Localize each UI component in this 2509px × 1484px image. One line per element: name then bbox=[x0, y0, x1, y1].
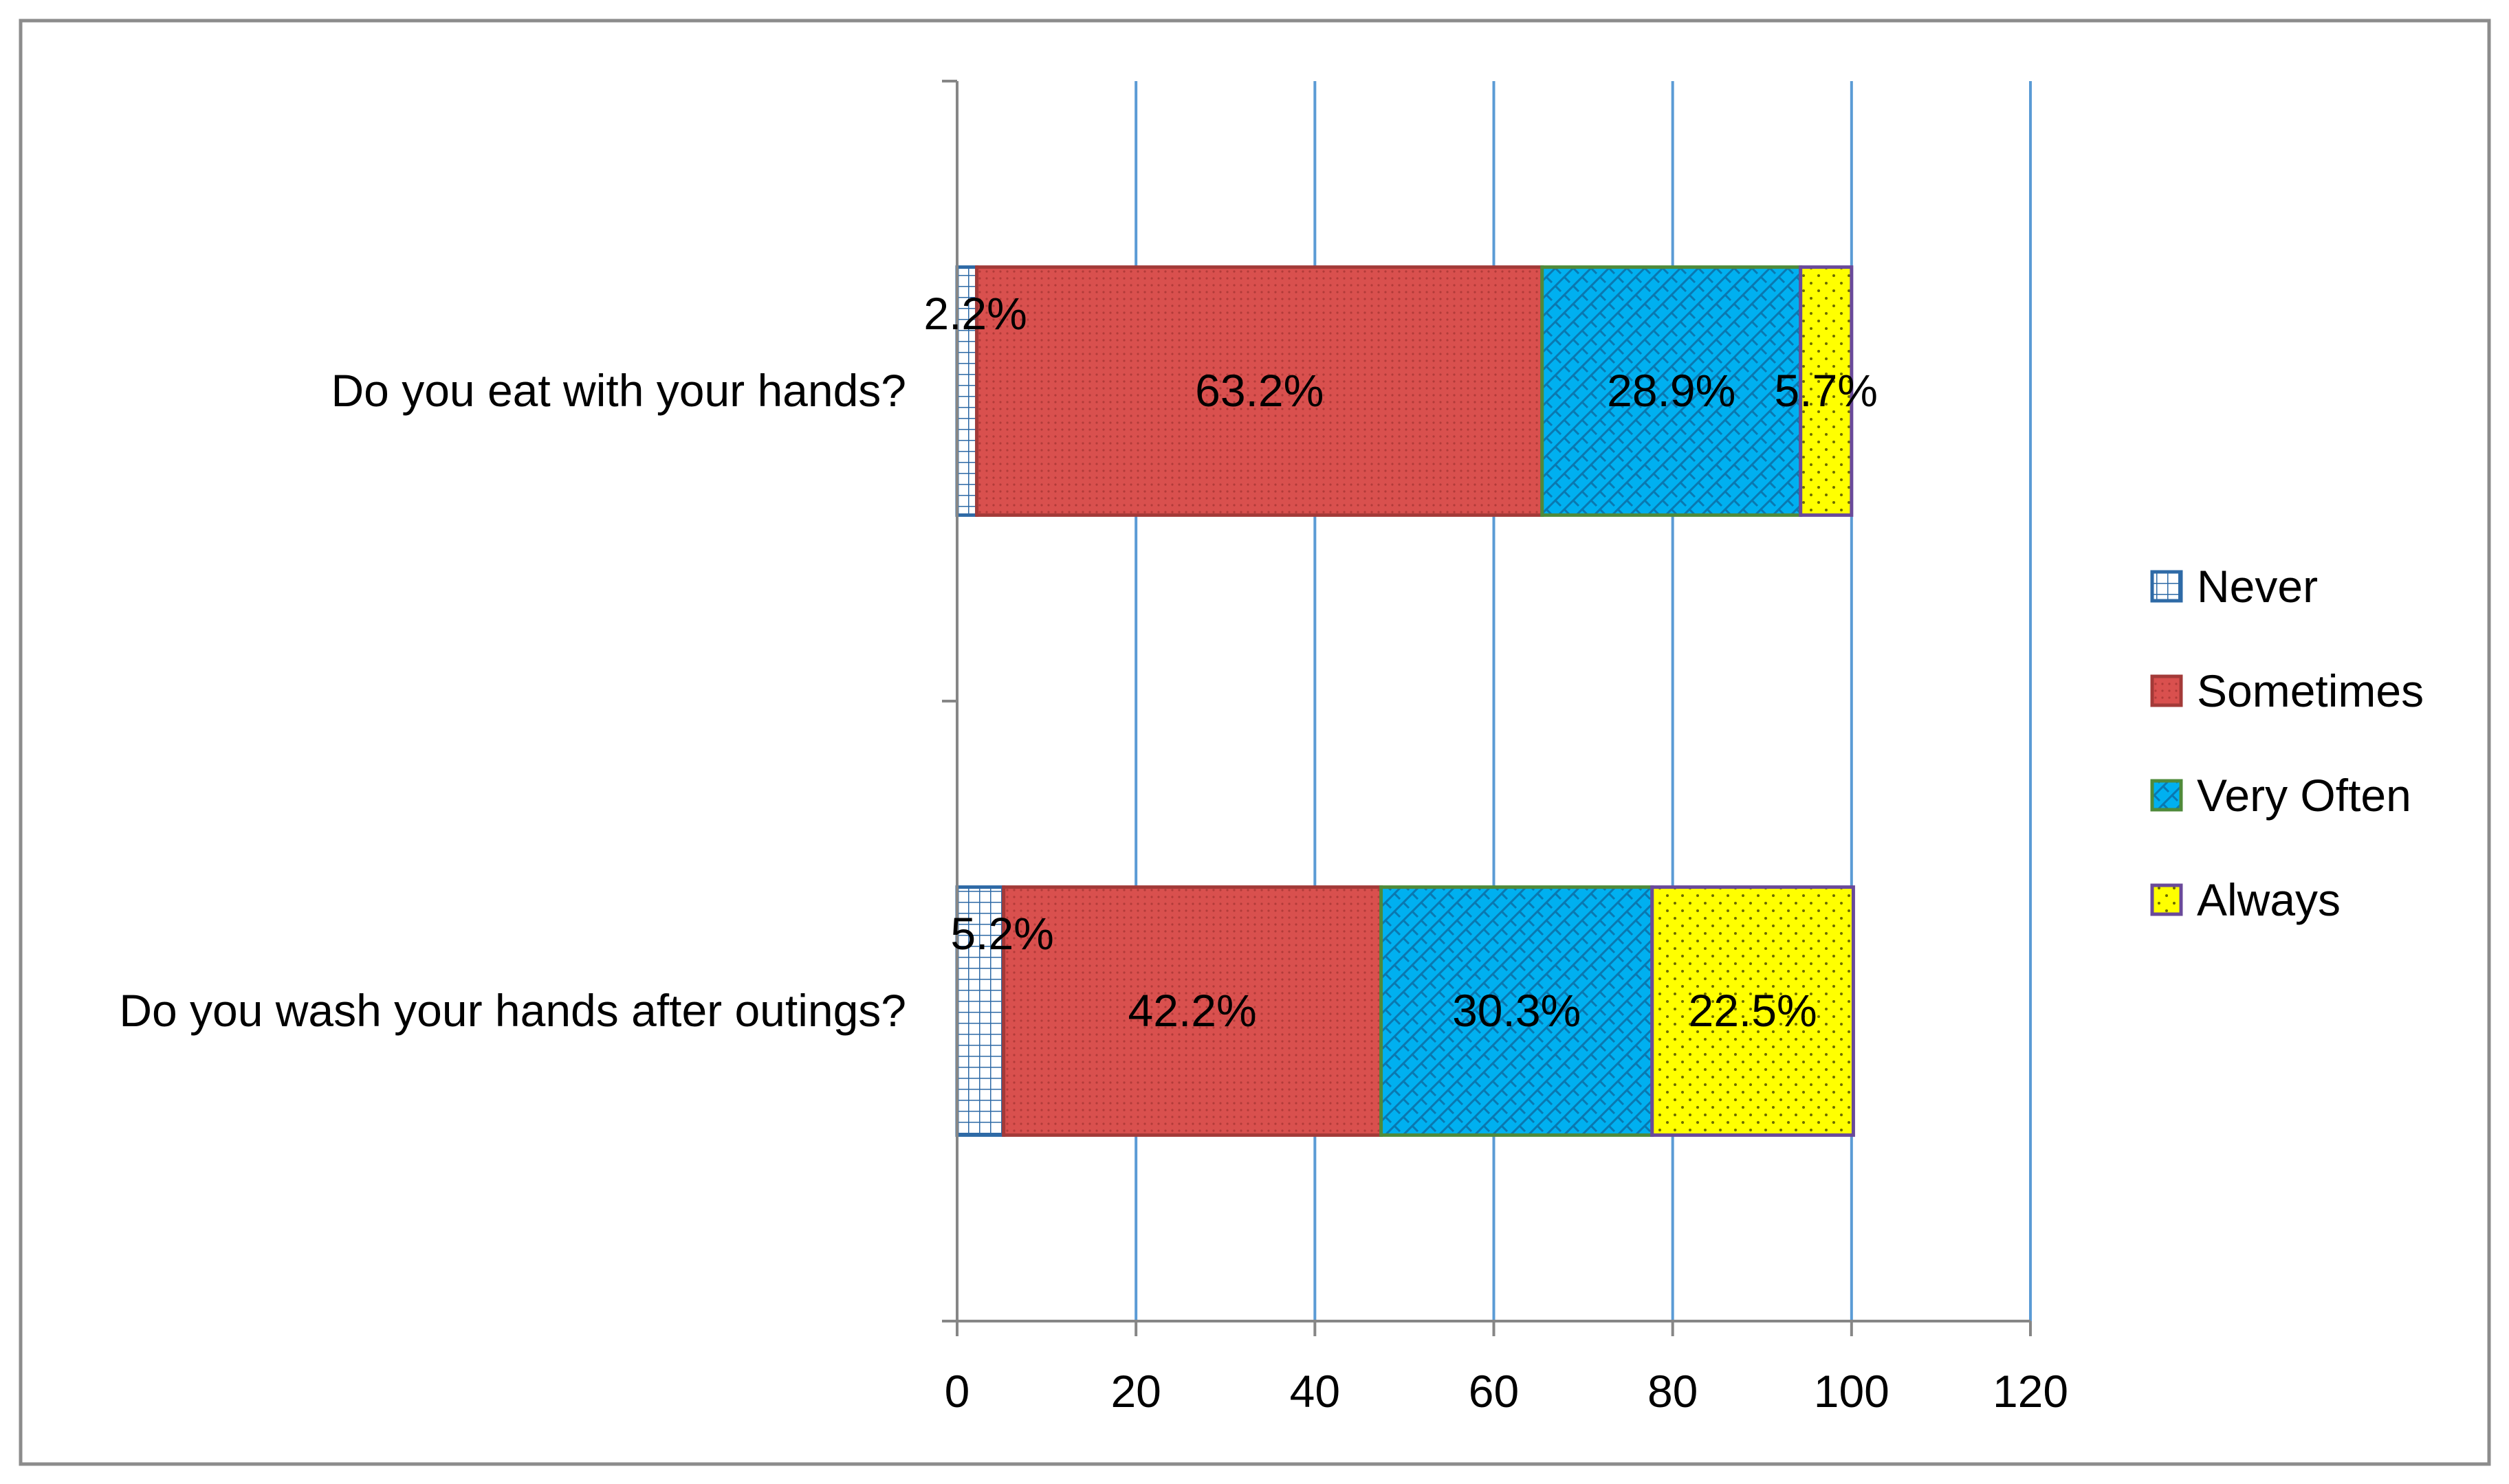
legend-label-very-often: Very Often bbox=[2197, 770, 2411, 821]
legend-label-never: Never bbox=[2197, 561, 2318, 612]
legend-label-always: Always bbox=[2197, 874, 2341, 925]
x-tick-label-0: 0 bbox=[945, 1366, 970, 1417]
x-tick-label-80: 80 bbox=[1647, 1366, 1698, 1417]
legend-swatch-never bbox=[2150, 570, 2183, 603]
data-labels: 5.2% 42.2% 30.3% 22.5% 2.2% 63.2% 28.9% 5.7% bbox=[923, 288, 1878, 1036]
category-labels: Do you wash your hands after outings? Do … bbox=[119, 365, 906, 1036]
category-label-do-you-wash-your-hands-after-outings: Do you wash your hands after outings? bbox=[119, 985, 906, 1036]
x-tick-labels: 0 20 40 60 80 100 120 bbox=[945, 1366, 2068, 1417]
bar-always-do-you-wash-your-hands-after-outings bbox=[1650, 885, 1855, 1137]
chart-frame bbox=[19, 19, 2491, 1466]
bar-never-do-you-wash-your-hands-after-outings bbox=[955, 885, 1006, 1137]
bar-very-often-do-you-eat-with-your-hands bbox=[1540, 265, 1803, 517]
x-tick-label-120: 120 bbox=[1993, 1366, 2068, 1417]
x-tick-label-60: 60 bbox=[1469, 1366, 1519, 1417]
bars bbox=[955, 265, 1855, 1137]
axes bbox=[942, 80, 2032, 1336]
data-label-very-often-do-you-wash-your-hands-after-outings: 30.3% bbox=[1452, 985, 1581, 1036]
legend-label-sometimes: Sometimes bbox=[2197, 665, 2424, 716]
data-label-never-do-you-wash-your-hands-after-outings: 5.2% bbox=[950, 908, 1053, 959]
legend-swatch-always bbox=[2150, 883, 2183, 916]
x-tick-label-100: 100 bbox=[1814, 1366, 1889, 1417]
x-tick-label-40: 40 bbox=[1290, 1366, 1340, 1417]
bar-always-do-you-eat-with-your-hands bbox=[1799, 265, 1854, 517]
x-tick-label-20: 20 bbox=[1110, 1366, 1161, 1417]
data-label-sometimes-do-you-eat-with-your-hands: 63.2% bbox=[1195, 365, 1324, 416]
data-label-never-do-you-eat-with-your-hands: 2.2% bbox=[923, 288, 1027, 339]
legend-swatch-sometimes bbox=[2150, 674, 2183, 707]
legend-swatch-very-often bbox=[2150, 779, 2183, 812]
legend: Never Sometimes Very Often Always bbox=[2150, 561, 2424, 925]
category-label-do-you-eat-with-your-hands: Do you eat with your hands? bbox=[331, 365, 906, 416]
bar-sometimes-do-you-eat-with-your-hands bbox=[975, 265, 1544, 517]
data-label-always-do-you-wash-your-hands-after-outings: 22.5% bbox=[1689, 985, 1817, 1036]
data-label-always-do-you-eat-with-your-hands: 5.7% bbox=[1775, 365, 1878, 416]
data-label-sometimes-do-you-wash-your-hands-after-outings: 42.2% bbox=[1128, 985, 1257, 1036]
data-label-very-often-do-you-eat-with-your-hands: 28.9% bbox=[1607, 365, 1735, 416]
